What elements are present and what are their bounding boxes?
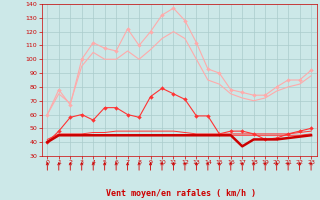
Text: Vent moyen/en rafales ( km/h ): Vent moyen/en rafales ( km/h ) <box>106 189 256 198</box>
